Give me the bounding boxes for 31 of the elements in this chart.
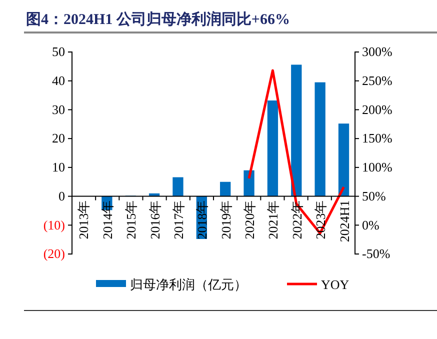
x-tick-label: 2021年 bbox=[266, 200, 281, 240]
y2-tick-label: 300% bbox=[362, 44, 392, 60]
y2-tick-label: 0% bbox=[362, 217, 380, 232]
x-tick-label: 2015年 bbox=[124, 200, 139, 240]
y-tick-label: 0 bbox=[58, 188, 65, 204]
y2-tick-label: 50% bbox=[362, 188, 386, 204]
chart-title: 图4：2024H1 公司归母净利润同比+66% bbox=[26, 10, 290, 28]
y-tick-label: 40 bbox=[52, 73, 65, 88]
x-tick-label: 2023年 bbox=[313, 200, 328, 240]
y-tick-label: (10) bbox=[43, 217, 65, 232]
legend-label: 归母净利润（亿元） bbox=[130, 277, 247, 292]
y2-tick-label: -50% bbox=[362, 246, 390, 262]
y2-tick-label: 150% bbox=[362, 130, 392, 146]
y2-tick-label: 250% bbox=[362, 73, 392, 88]
y2-tick-label: 200% bbox=[362, 102, 392, 117]
y-tick-label: 50 bbox=[52, 44, 65, 60]
y-tick-label: (20) bbox=[43, 246, 65, 262]
x-tick-label: 2024H1 bbox=[336, 200, 352, 242]
x-tick-label: 2019年 bbox=[218, 200, 234, 240]
x-tick-label: 2017年 bbox=[170, 200, 186, 240]
x-tick-label: 2013年 bbox=[76, 200, 92, 240]
y2-tick-label: 100% bbox=[362, 160, 392, 175]
x-tick-label: 2018年 bbox=[194, 200, 210, 240]
y-tick-label: 10 bbox=[52, 160, 65, 175]
x-tick-label: 2014年 bbox=[100, 200, 115, 240]
x-tick-label: 2020年 bbox=[242, 200, 258, 240]
y-tick-label: 30 bbox=[52, 102, 65, 117]
x-tick-label: 2016年 bbox=[147, 200, 162, 240]
x-tick-label: 2022年 bbox=[289, 200, 304, 240]
y-tick-label: 20 bbox=[52, 130, 65, 146]
legend-label: YOY bbox=[321, 277, 350, 292]
